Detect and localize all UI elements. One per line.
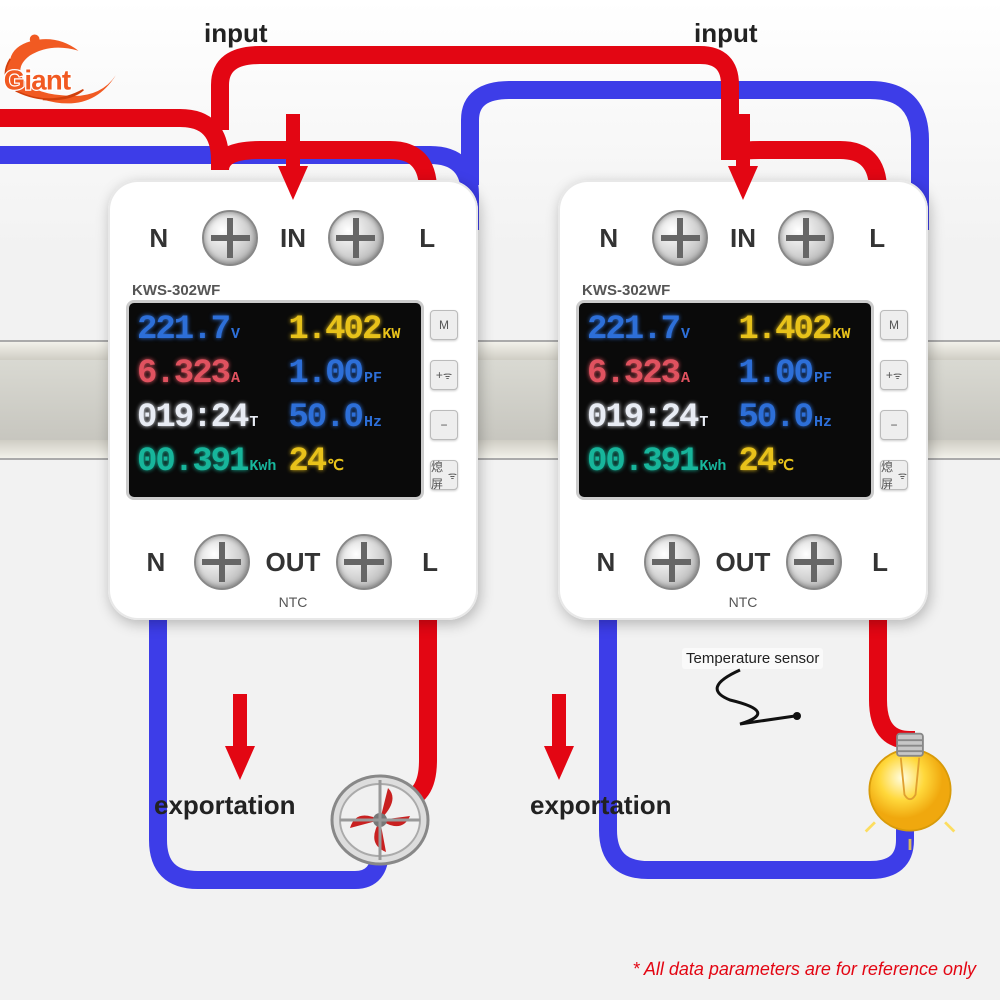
display-reading: 00.391Kwh <box>137 445 280 487</box>
meter-module-1: N IN L N OUT L NTC KWS-302WF 221.7V 1.40… <box>108 180 478 620</box>
output-arrow-1 <box>225 746 255 780</box>
terminal-n-label: N <box>134 547 178 578</box>
side-button-1[interactable]: +ᯤ <box>880 360 908 390</box>
terminal-l-label: L <box>858 547 902 578</box>
terminal-n-label: N <box>587 223 631 254</box>
side-buttons: M +ᯤ − 熄屏ᯤ <box>874 300 910 500</box>
side-button-0[interactable]: M <box>880 310 908 340</box>
lcd-screen: 221.7V 1.402KW 6.323A 1.00PF 019:24T 50.… <box>126 300 424 500</box>
side-button-2[interactable]: − <box>430 410 458 440</box>
display-reading: 1.402KW <box>288 313 413 355</box>
display-reading: 1.00PF <box>288 357 413 399</box>
export-label-2: exportation <box>530 790 672 821</box>
display-reading: 00.391Kwh <box>587 445 730 487</box>
input-label-2: input <box>694 18 758 49</box>
display-reading: 221.7V <box>137 313 280 355</box>
model-number: KWS-302WF <box>582 282 670 299</box>
terminal-screw[interactable] <box>202 210 258 266</box>
side-button-0[interactable]: M <box>430 310 458 340</box>
output-terminals: N OUT L NTC <box>108 512 478 612</box>
temp-sensor-wire <box>700 668 840 738</box>
terminal-n-label: N <box>584 547 628 578</box>
side-button-3[interactable]: 熄屏ᯤ <box>880 460 908 490</box>
terminal-screw[interactable] <box>194 534 250 590</box>
display-reading: 221.7V <box>587 313 730 355</box>
display-reading: 24℃ <box>738 445 863 487</box>
side-buttons: M +ᯤ − 熄屏ᯤ <box>424 300 460 500</box>
terminal-screw[interactable] <box>778 210 834 266</box>
side-button-1[interactable]: +ᯤ <box>430 360 458 390</box>
ntc-label: NTC <box>279 594 308 610</box>
terminal-n-label: N <box>137 223 181 254</box>
terminal-l-label: L <box>405 223 449 254</box>
display-reading: 1.00PF <box>738 357 863 399</box>
input-terminals: N IN L <box>558 188 928 288</box>
input-arrow-1 <box>278 166 308 200</box>
display-reading: 019:24T <box>137 401 280 443</box>
fan-load-icon <box>330 770 430 870</box>
display-panel: KWS-302WF 221.7V 1.402KW 6.323A 1.00PF 0… <box>126 300 460 500</box>
out-label: OUT <box>266 547 321 578</box>
terminal-l-label: L <box>408 547 452 578</box>
model-number: KWS-302WF <box>132 282 220 299</box>
disclaimer-text: * All data parameters are for reference … <box>632 959 976 980</box>
display-reading: 1.402KW <box>738 313 863 355</box>
terminal-screw[interactable] <box>652 210 708 266</box>
terminal-l-label: L <box>855 223 899 254</box>
display-reading: 24℃ <box>288 445 413 487</box>
ntc-label: NTC <box>729 594 758 610</box>
display-reading: 6.323A <box>587 357 730 399</box>
display-reading: 019:24T <box>587 401 730 443</box>
export-label-1: exportation <box>154 790 296 821</box>
brand-logo: Giant <box>0 26 124 121</box>
terminal-screw[interactable] <box>644 534 700 590</box>
display-reading: 50.0Hz <box>288 401 413 443</box>
in-label: IN <box>730 223 756 254</box>
terminal-screw[interactable] <box>328 210 384 266</box>
display-panel: KWS-302WF 221.7V 1.402KW 6.323A 1.00PF 0… <box>576 300 910 500</box>
out-label: OUT <box>716 547 771 578</box>
display-reading: 6.323A <box>137 357 280 399</box>
display-reading: 50.0Hz <box>738 401 863 443</box>
svg-text:Giant: Giant <box>4 65 71 96</box>
bulb-load-icon <box>860 730 960 850</box>
terminal-screw[interactable] <box>336 534 392 590</box>
side-button-3[interactable]: 熄屏ᯤ <box>430 460 458 490</box>
temp-sensor-label: Temperature sensor <box>682 648 823 669</box>
terminal-screw[interactable] <box>786 534 842 590</box>
in-label: IN <box>280 223 306 254</box>
output-terminals: N OUT L NTC <box>558 512 928 612</box>
lcd-screen: 221.7V 1.402KW 6.323A 1.00PF 019:24T 50.… <box>576 300 874 500</box>
side-button-2[interactable]: − <box>880 410 908 440</box>
meter-module-2: N IN L N OUT L NTC KWS-302WF 221.7V 1.40… <box>558 180 928 620</box>
input-terminals: N IN L <box>108 188 478 288</box>
input-arrow-2 <box>728 166 758 200</box>
input-label-1: input <box>204 18 268 49</box>
output-arrow-2 <box>544 746 574 780</box>
